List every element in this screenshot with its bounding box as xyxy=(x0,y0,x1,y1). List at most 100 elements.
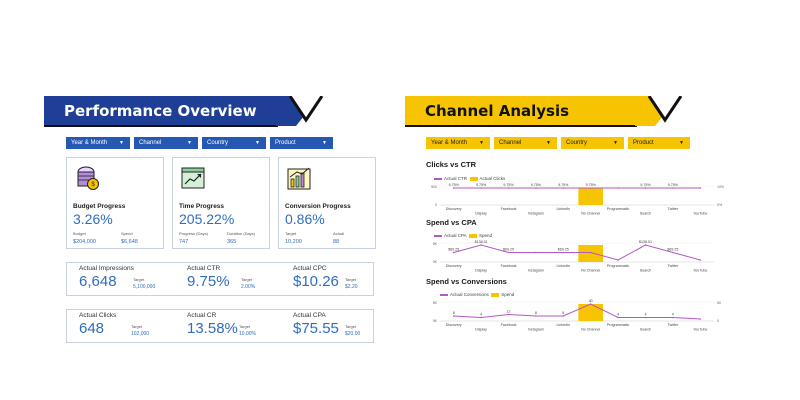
legend-item: Spend xyxy=(501,292,515,297)
filter-channel[interactable]: Channel ▼ xyxy=(134,137,198,149)
x-tick-label: Instagram xyxy=(528,212,544,216)
data-label: $69.25 xyxy=(448,248,459,252)
x-tick-label: Instagram xyxy=(528,269,544,273)
line-point xyxy=(644,316,647,319)
target-value: 5,100,000 xyxy=(133,284,156,290)
spend-label: Spend xyxy=(121,231,133,236)
line-point xyxy=(535,187,537,189)
card-title: Conversion Progress xyxy=(285,203,351,210)
y-tick-label: 5K xyxy=(433,301,438,305)
x-tick-label: Search xyxy=(640,212,651,216)
x-tick-label: LinkedIn xyxy=(557,207,571,211)
filter-year-month[interactable]: Year & Month ▼ xyxy=(66,137,130,149)
data-label: 4 xyxy=(480,313,482,317)
x-tick-label: Programmatic xyxy=(607,207,630,211)
metric-label: Actual CTR xyxy=(187,265,221,272)
filter-product[interactable]: Product ▼ xyxy=(270,137,333,149)
data-label: 9.75% xyxy=(449,183,460,187)
duration-days-label: Duration (Days) xyxy=(227,231,256,236)
y2-tick-label: 50 xyxy=(717,301,721,305)
metric-label: Actual Impressions xyxy=(79,265,134,272)
line-point xyxy=(535,315,537,317)
x-tick-label: Display xyxy=(475,212,487,216)
metric-value: 6,648 xyxy=(79,273,117,290)
line-point xyxy=(617,187,619,189)
x-tick-label: Twitter xyxy=(668,264,679,268)
legend-swatch-line xyxy=(440,294,448,296)
chart-title-spend-cpa: Spend vs CPA xyxy=(426,218,477,227)
line-point xyxy=(589,187,592,189)
dropdown-arrow-icon: ▼ xyxy=(119,140,124,146)
y-tick-label: 500 xyxy=(431,185,437,189)
progress-days-label: Progress (Days) xyxy=(179,231,208,236)
spend-value: $6,648 xyxy=(121,239,138,245)
line-point xyxy=(699,187,702,189)
budget-value: $204,000 xyxy=(73,239,96,245)
spend-conversions-chart: 5K 0K 50 0 8 4 12 8 8 40 4 4 4 Discovery Display Facebo… xyxy=(433,299,721,332)
section-title: Channel Analysis xyxy=(425,102,570,120)
data-label: 9.75% xyxy=(531,183,542,187)
line-point xyxy=(562,187,565,189)
filter-country[interactable]: Country ▼ xyxy=(202,137,266,149)
target-value: 2.00% xyxy=(241,284,256,290)
line-point xyxy=(644,244,647,246)
x-tick-label: YouTube xyxy=(693,212,707,216)
data-label: 4 xyxy=(645,313,647,317)
filter-label: Channel xyxy=(499,140,522,146)
x-tick-label: LinkedIn xyxy=(557,264,571,268)
data-label: $138.51 xyxy=(639,240,652,244)
metrics-row-impressions: Actual Impressions 6,648 Target 5,100,00… xyxy=(66,262,374,296)
duration-days-value: 365 xyxy=(227,239,237,245)
budget-label: Budget xyxy=(73,231,86,236)
target-label: Target xyxy=(131,324,143,329)
legend-swatch-bar xyxy=(491,292,500,297)
dropdown-arrow-icon: ▼ xyxy=(255,140,260,146)
x-tick-label: Facebook xyxy=(501,264,517,268)
target-label: Target xyxy=(345,277,357,282)
actual-label: Actual xyxy=(333,231,345,236)
target-value: $20.00 xyxy=(345,331,361,337)
line-point xyxy=(589,303,592,305)
dropdown-arrow-icon: ▼ xyxy=(479,140,484,146)
line-point xyxy=(480,244,482,246)
filter-label: Product xyxy=(275,140,296,146)
metric-label: Actual CPC xyxy=(293,265,327,272)
target-value: $2.20 xyxy=(345,284,358,290)
metric-value: $10.26 xyxy=(293,273,339,290)
line-point xyxy=(480,187,482,189)
line-point xyxy=(452,315,455,317)
filter-year-month[interactable]: Year & Month ▼ xyxy=(426,137,490,149)
filter-label: Year & Month xyxy=(71,140,108,146)
y-tick-label: 0 xyxy=(435,203,437,207)
header-underline xyxy=(44,125,278,127)
filter-label: Country xyxy=(566,140,588,146)
target-label: Target xyxy=(239,324,251,329)
x-tick-label: YouTube xyxy=(693,269,707,273)
line-point xyxy=(507,187,510,189)
x-tick-label: No Channel xyxy=(581,212,600,216)
time-progress-card: Time Progress 205.22% Progress (Days) 74… xyxy=(172,157,270,249)
dropdown-arrow-icon: ▼ xyxy=(679,140,684,146)
filter-label: Country xyxy=(207,140,229,146)
card-title: Time Progress xyxy=(179,203,225,210)
x-tick-label: YouTube xyxy=(693,328,707,332)
bar xyxy=(578,188,604,205)
filter-product[interactable]: Product ▼ xyxy=(628,137,690,149)
chart-legend: Actual CTR Actual Clicks xyxy=(434,176,505,181)
legend-item: Actual Clicks xyxy=(479,176,506,181)
filter-label: Channel xyxy=(139,140,162,146)
data-label: 8 xyxy=(453,311,455,315)
progress-days-value: 747 xyxy=(179,239,189,245)
line-point xyxy=(699,259,702,261)
filter-channel[interactable]: Channel ▼ xyxy=(494,137,557,149)
line-point xyxy=(452,187,455,189)
x-tick-label: Discovery xyxy=(446,323,462,327)
legend-item: Actual Conversions xyxy=(450,292,489,297)
data-label: 9.75% xyxy=(668,183,679,187)
target-value: 10,200 xyxy=(285,239,302,245)
bar xyxy=(578,304,604,321)
growth-chart-icon xyxy=(181,167,205,189)
header-bar xyxy=(405,96,637,126)
filter-country[interactable]: Country ▼ xyxy=(561,137,624,149)
header-underline xyxy=(405,125,637,127)
